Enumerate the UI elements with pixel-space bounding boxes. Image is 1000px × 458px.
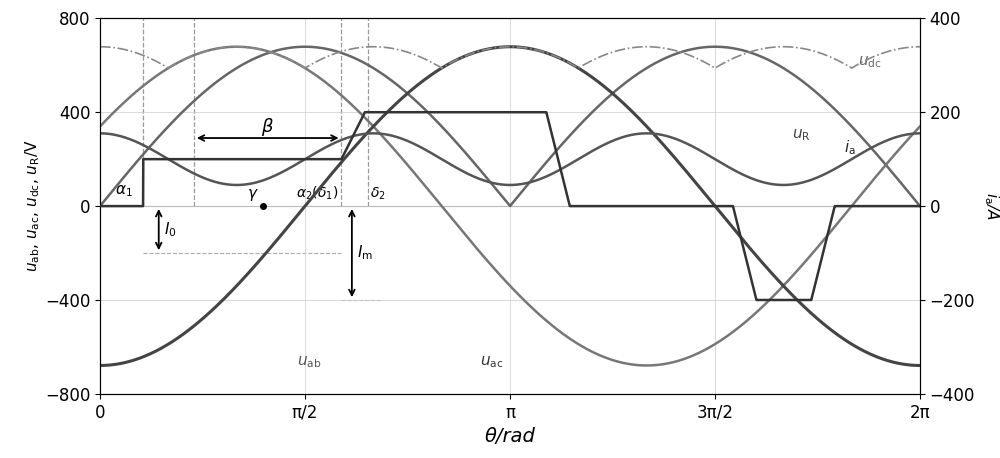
Text: $u_{\rm R}$: $u_{\rm R}$ — [792, 127, 810, 143]
Text: $I_0$: $I_0$ — [164, 220, 177, 239]
Text: $I_{\rm m}$: $I_{\rm m}$ — [357, 244, 373, 262]
Text: $i_{\rm a}$: $i_{\rm a}$ — [844, 138, 856, 157]
Text: $\alpha_1$: $\alpha_1$ — [115, 183, 133, 199]
Y-axis label: $u_{\rm ab}$, $u_{\rm ac}$, $u_{\rm dc}$, $u_{\rm R}$/V: $u_{\rm ab}$, $u_{\rm ac}$, $u_{\rm dc}$… — [23, 140, 42, 273]
Text: $\gamma$: $\gamma$ — [247, 187, 259, 203]
Y-axis label: $i_{\rm a}$/A: $i_{\rm a}$/A — [982, 192, 1000, 220]
Text: $u_{\rm dc}$: $u_{\rm dc}$ — [858, 54, 882, 70]
Text: $\alpha_2(\delta_1)$: $\alpha_2(\delta_1)$ — [296, 185, 339, 202]
Text: $u_{\rm ab}$: $u_{\rm ab}$ — [297, 354, 321, 371]
Text: $\delta_2$: $\delta_2$ — [370, 186, 386, 202]
X-axis label: θ/rad: θ/rad — [485, 427, 535, 446]
Text: $\beta$: $\beta$ — [261, 116, 274, 138]
Text: $u_{\rm ac}$: $u_{\rm ac}$ — [480, 354, 503, 371]
